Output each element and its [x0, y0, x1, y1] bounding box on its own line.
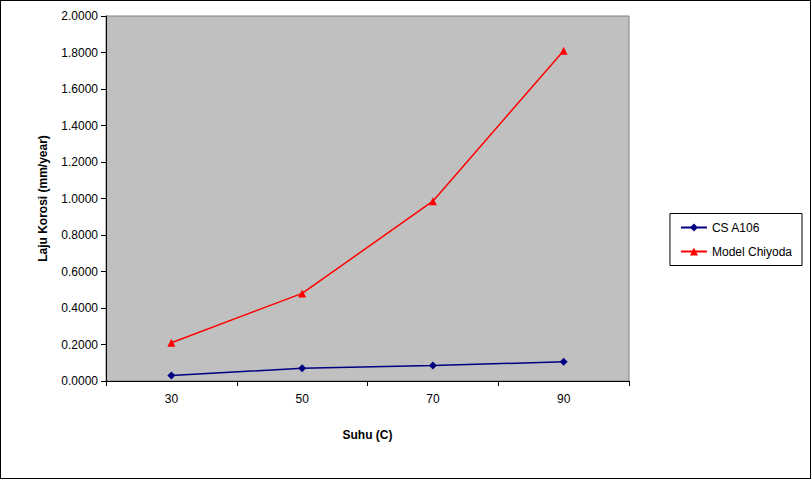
svg-text:Laju Korosi (mm/year): Laju Korosi (mm/year)	[36, 135, 50, 262]
svg-text:CS A106: CS A106	[712, 221, 760, 235]
svg-text:0.4000: 0.4000	[61, 301, 98, 315]
svg-text:70: 70	[426, 392, 440, 406]
svg-text:0.6000: 0.6000	[61, 265, 98, 279]
svg-text:90: 90	[557, 392, 571, 406]
svg-text:1.8000: 1.8000	[61, 46, 98, 60]
svg-text:2.0000: 2.0000	[61, 9, 98, 23]
svg-text:Model Chiyoda: Model Chiyoda	[712, 245, 792, 259]
svg-text:1.6000: 1.6000	[61, 82, 98, 96]
svg-text:50: 50	[295, 392, 309, 406]
svg-text:1.0000: 1.0000	[61, 192, 98, 206]
svg-text:Suhu (C): Suhu (C)	[343, 428, 393, 442]
svg-text:0.0000: 0.0000	[61, 374, 98, 388]
svg-text:1.2000: 1.2000	[61, 155, 98, 169]
svg-text:0.2000: 0.2000	[61, 338, 98, 352]
svg-text:1.4000: 1.4000	[61, 119, 98, 133]
svg-text:0.8000: 0.8000	[61, 228, 98, 242]
svg-text:30: 30	[165, 392, 179, 406]
